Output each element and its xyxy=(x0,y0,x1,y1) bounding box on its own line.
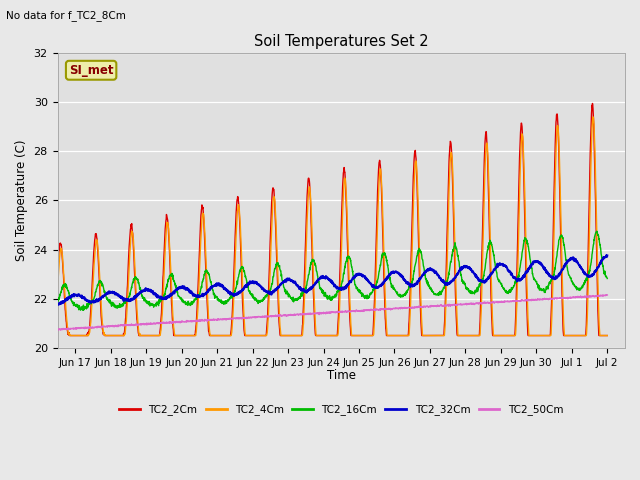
Y-axis label: Soil Temperature (C): Soil Temperature (C) xyxy=(15,140,28,261)
Legend: TC2_2Cm, TC2_4Cm, TC2_16Cm, TC2_32Cm, TC2_50Cm: TC2_2Cm, TC2_4Cm, TC2_16Cm, TC2_32Cm, TC… xyxy=(115,400,568,420)
Text: No data for f_TC2_8Cm: No data for f_TC2_8Cm xyxy=(6,10,126,21)
Title: Soil Temperatures Set 2: Soil Temperatures Set 2 xyxy=(254,34,429,49)
Text: SI_met: SI_met xyxy=(69,64,113,77)
X-axis label: Time: Time xyxy=(327,369,356,382)
